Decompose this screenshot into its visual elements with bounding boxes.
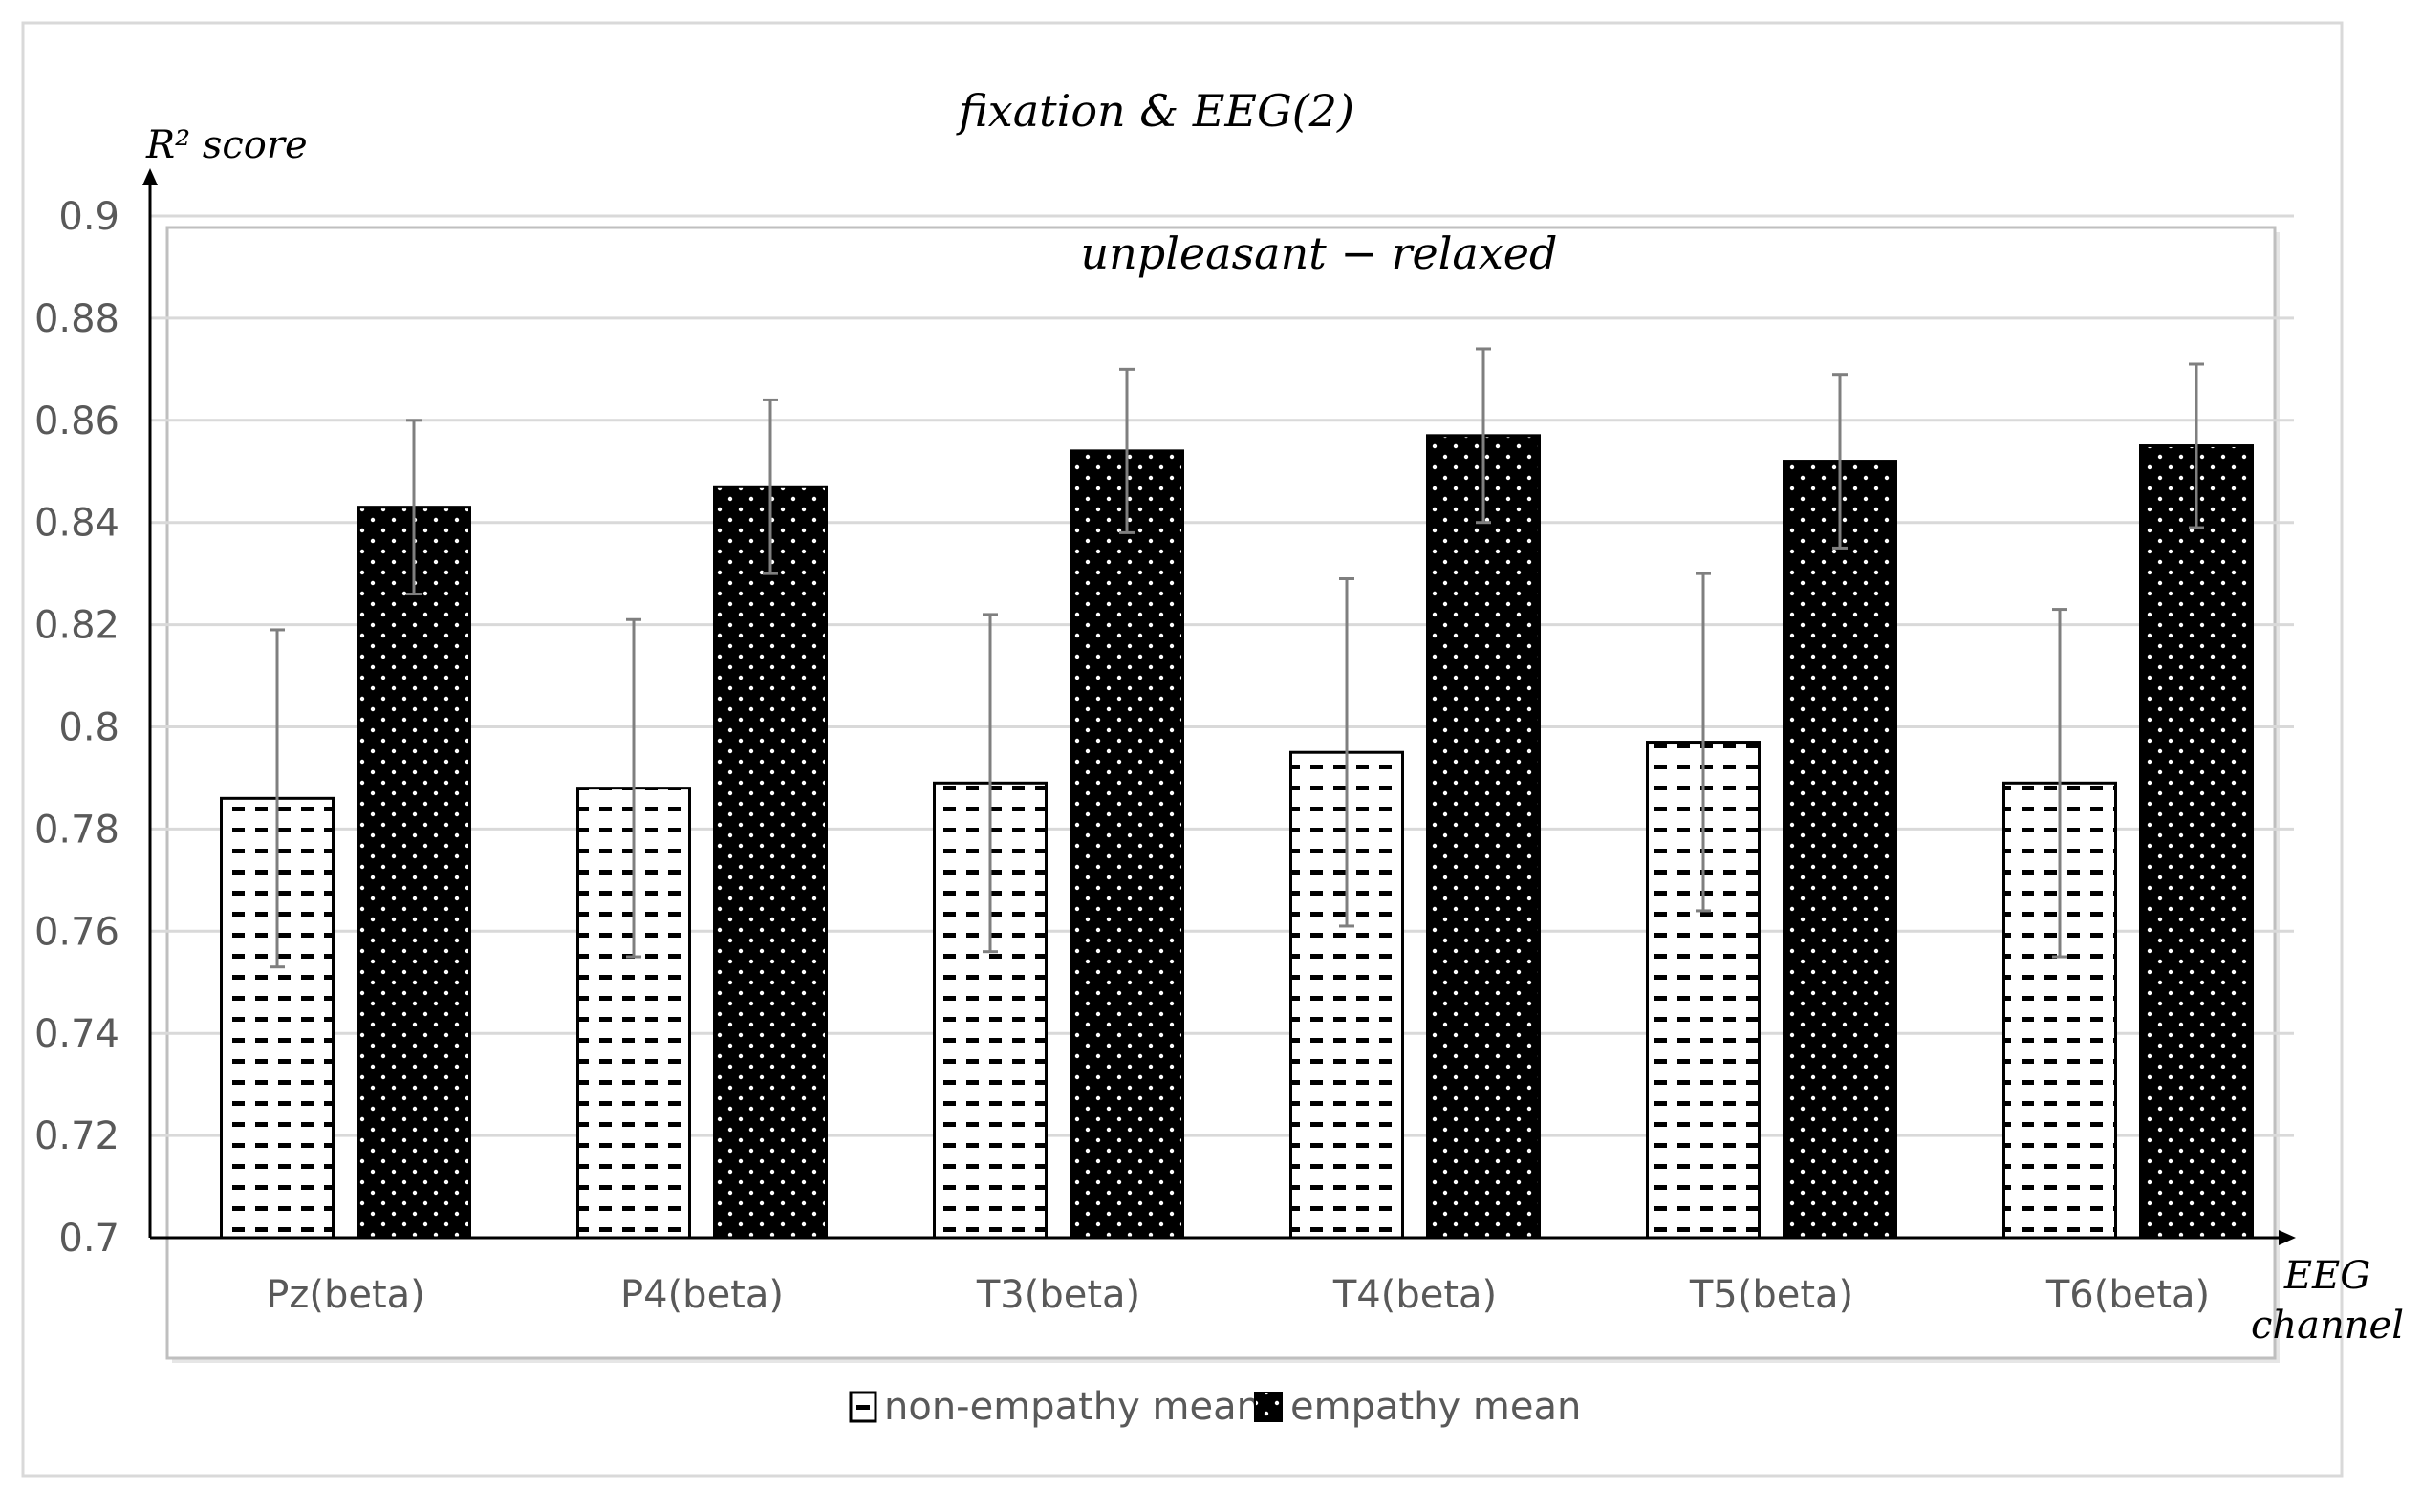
chart-title: fixation & EEG(2) bbox=[956, 85, 1354, 137]
y-tick-label: 0.7 bbox=[58, 1217, 119, 1261]
bar-empathy-t4beta bbox=[1426, 434, 1541, 1240]
error-bar bbox=[1696, 572, 1711, 913]
x-axis-label-line2: channel bbox=[2251, 1304, 2404, 1348]
error-bar bbox=[2052, 608, 2067, 959]
x-category-label: P4(beta) bbox=[620, 1273, 784, 1317]
error-bar bbox=[1339, 576, 1354, 928]
bar-empathy-t3beta bbox=[1070, 449, 1184, 1240]
plot-frame bbox=[165, 226, 2277, 1360]
y-tick-label: 0.82 bbox=[34, 604, 119, 648]
error-bar bbox=[1119, 367, 1135, 534]
x-axis-arrow bbox=[2279, 1230, 2296, 1245]
error-bar bbox=[270, 628, 285, 969]
y-tick-label: 0.74 bbox=[34, 1012, 119, 1056]
legend-label-empathy: empathy mean bbox=[1290, 1385, 1581, 1429]
legend: non-empathy mean empathy mean bbox=[849, 1385, 1581, 1429]
bar-empathy-pzbeta bbox=[357, 506, 471, 1240]
error-bar bbox=[983, 613, 998, 954]
x-axis-label-line1: EEG bbox=[2283, 1254, 2370, 1298]
x-category-label: T4(beta) bbox=[1332, 1273, 1497, 1317]
y-tick-label: 0.8 bbox=[58, 706, 119, 750]
error-bar bbox=[626, 617, 641, 959]
y-tick-labels: 0.7 0.72 0.74 0.76 0.78 0.8 0.82 0.84 0.86 0.88 0.… bbox=[34, 195, 119, 1261]
error-bar bbox=[1476, 347, 1491, 525]
error-bar bbox=[2189, 362, 2204, 529]
error-bars bbox=[270, 347, 2204, 969]
y-tick-label: 0.76 bbox=[34, 910, 119, 954]
legend-swatch-non-empathy-dash bbox=[856, 1405, 870, 1410]
x-category-label: T6(beta) bbox=[2045, 1273, 2210, 1317]
category-labels: Pz(beta) P4(beta) T3(beta) T4(beta) T5(beta)… bbox=[266, 1273, 2210, 1317]
y-tick-label: 0.88 bbox=[34, 297, 119, 341]
y-tick-label: 0.86 bbox=[34, 400, 119, 443]
error-bar bbox=[1832, 373, 1848, 550]
error-bar bbox=[406, 419, 422, 596]
y-axis-arrow bbox=[142, 168, 158, 185]
error-bar bbox=[763, 398, 778, 575]
chart-subtitle: unpleasant − relaxed bbox=[1081, 227, 1558, 279]
bar-empathy-t6beta bbox=[2139, 444, 2254, 1240]
y-tick-label: 0.84 bbox=[34, 502, 119, 546]
y-tick-label: 0.72 bbox=[34, 1114, 119, 1158]
x-category-label: T5(beta) bbox=[1689, 1273, 1853, 1317]
bar-empathy-p4beta bbox=[713, 485, 828, 1240]
legend-label-non-empathy: non-empathy mean bbox=[884, 1385, 1261, 1429]
x-category-label: T3(beta) bbox=[976, 1273, 1140, 1317]
y-tick-label: 0.78 bbox=[34, 808, 119, 852]
bar-empathy-t5beta bbox=[1783, 460, 1897, 1240]
gridlines bbox=[150, 214, 2294, 1137]
x-category-label: Pz(beta) bbox=[266, 1273, 425, 1317]
legend-swatch-empathy bbox=[1254, 1392, 1283, 1422]
y-tick-label: 0.9 bbox=[58, 195, 119, 239]
y-axis-label: R² score bbox=[145, 123, 308, 167]
